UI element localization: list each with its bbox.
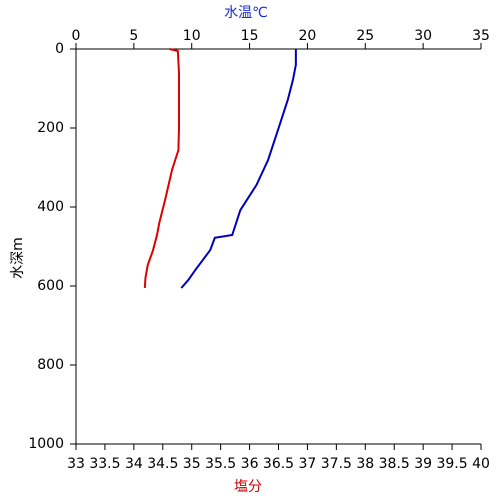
x2-tick-label: 25	[356, 28, 374, 44]
x2-axis-label: 水温℃	[224, 5, 268, 21]
x-tick-label: 37	[299, 456, 317, 472]
x-axis-label: 塩分	[234, 479, 262, 495]
x-tick-label: 38.5	[379, 456, 410, 472]
x-tick-label: 36.5	[263, 456, 294, 472]
x2-tick-label: 5	[129, 28, 138, 44]
x2-tick-label: 10	[183, 28, 201, 44]
x2-tick-label: 30	[414, 28, 432, 44]
x2-tick-label: 20	[299, 28, 317, 44]
x-tick-label: 33.5	[89, 456, 120, 472]
profile-line	[180, 49, 297, 289]
x-tick-label: 34	[125, 456, 143, 472]
x2-tick-label: 15	[241, 28, 259, 44]
profile-line	[143, 48, 180, 289]
y-tick-label: 800	[37, 357, 64, 373]
x-tick-label: 38	[356, 456, 374, 472]
x-tick-label: 33	[67, 456, 85, 472]
y-tick-label: 0	[55, 41, 64, 57]
y-tick-label: 600	[37, 278, 64, 294]
x-tick-label: 36	[241, 456, 259, 472]
x-tick-label: 35.5	[205, 456, 236, 472]
y-tick-label: 1000	[28, 436, 64, 452]
y-tick-label: 200	[37, 120, 64, 136]
x-tick-label: 37.5	[321, 456, 352, 472]
x-tick-label: 40	[472, 456, 490, 472]
x2-tick-label: 35	[472, 28, 490, 44]
y-axis-label: 水深m	[10, 237, 26, 279]
x-tick-label: 34.5	[147, 456, 178, 472]
x-tick-label: 35	[183, 456, 201, 472]
y-tick-label: 400	[37, 199, 64, 215]
x-tick-label: 39	[414, 456, 432, 472]
x-tick-label: 39.5	[436, 456, 467, 472]
x2-tick-label: 0	[72, 28, 81, 44]
